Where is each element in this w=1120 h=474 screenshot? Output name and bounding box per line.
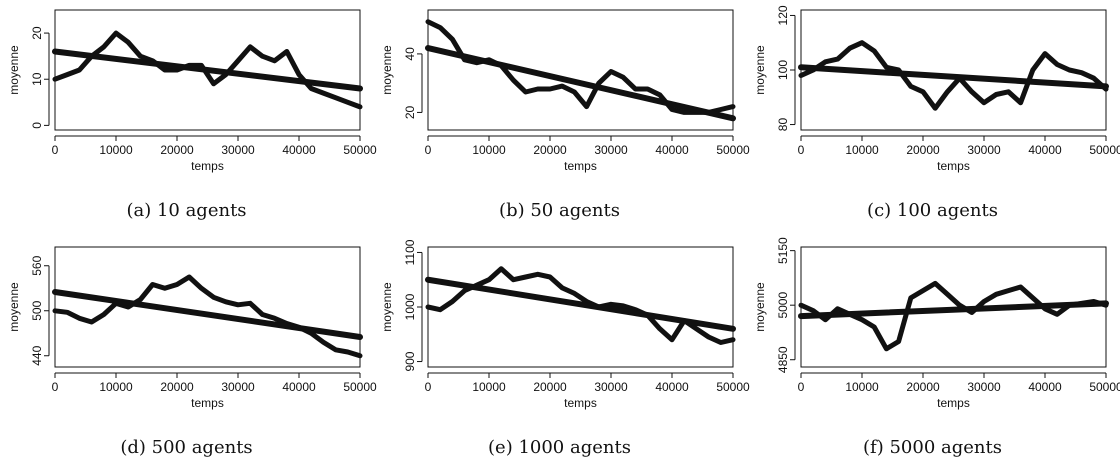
y-tick-label: 0: [30, 122, 44, 129]
x-tick-label: 50000: [343, 143, 377, 157]
y-tick-label: 560: [30, 255, 44, 275]
trend-line: [425, 45, 736, 122]
y-tick-label: 20: [30, 26, 44, 40]
y-axis-label: moyenne: [380, 282, 394, 332]
x-axis-label: temps: [937, 396, 970, 410]
subfigure-caption: (e) 1000 agents: [488, 437, 631, 458]
x-tick-label: 10000: [99, 380, 133, 394]
x-axis-label: temps: [937, 159, 970, 173]
x-tick-label: 50000: [716, 143, 750, 157]
y-axis-label: moyenne: [380, 45, 394, 95]
x-tick-label: 50000: [1089, 380, 1120, 394]
x-tick-label: 40000: [655, 143, 689, 157]
chart-panel: 0 10000 20000 30000 40000 50000 0 10 20 temps moye…: [0, 0, 377, 237]
x-tick-label: 20000: [160, 380, 194, 394]
data-series: [425, 19, 736, 115]
trend-line: [798, 300, 1109, 320]
x-tick-label: 20000: [533, 380, 567, 394]
x-tick-label: 0: [52, 143, 59, 157]
x-tick-label: 10000: [472, 143, 506, 157]
x-tick-label: 20000: [533, 143, 567, 157]
x-tick-label: 50000: [343, 380, 377, 394]
x-tick-label: 0: [798, 380, 805, 394]
y-tick-label: 80: [776, 118, 790, 132]
data-series: [425, 266, 736, 345]
x-axis-label: temps: [191, 396, 224, 410]
trend-line: [52, 289, 363, 340]
trend-line: [798, 64, 1109, 90]
x-tick-label: 40000: [1028, 143, 1062, 157]
x-axis-label: temps: [564, 396, 597, 410]
plot-frame: [427, 9, 734, 131]
x-tick-label: 30000: [967, 143, 1001, 157]
y-tick-label: 1100: [403, 239, 417, 265]
x-tick-label: 20000: [906, 380, 940, 394]
chart-svg: 0 10000 20000 30000 40000 50000 900 1000 1100 tem…: [380, 239, 750, 410]
x-tick-label: 10000: [472, 380, 506, 394]
x-axis-label: temps: [191, 159, 224, 173]
subfigure-caption: (d) 500 agents: [120, 437, 253, 458]
subfigure-caption: (b) 50 agents: [499, 200, 620, 221]
chart-panel: 0 10000 20000 30000 40000 50000 900 1000 1100 tem…: [373, 237, 750, 474]
x-tick-label: 0: [798, 143, 805, 157]
x-tick-label: 0: [52, 380, 59, 394]
y-axis-label: moyenne: [753, 282, 767, 332]
x-tick-label: 40000: [655, 380, 689, 394]
subfigure-caption: (f) 5000 agents: [863, 437, 1002, 458]
x-tick-label: 0: [425, 143, 432, 157]
subfigure-caption: (c) 100 agents: [867, 200, 998, 221]
x-tick-label: 50000: [716, 380, 750, 394]
x-tick-label: 20000: [906, 143, 940, 157]
data-series: [52, 30, 363, 110]
y-tick-label: 5150: [776, 237, 790, 264]
x-tick-label: 30000: [967, 380, 1001, 394]
x-tick-label: 40000: [282, 380, 316, 394]
x-tick-label: 20000: [160, 143, 194, 157]
trend-line: [425, 276, 736, 332]
y-tick-label: 120: [776, 5, 790, 25]
x-tick-label: 10000: [99, 143, 133, 157]
chart-svg: 0 10000 20000 30000 40000 50000 4850 5000 5150 te…: [753, 237, 1120, 410]
x-tick-label: 40000: [282, 143, 316, 157]
chart-panel: 0 10000 20000 30000 40000 50000 4850 5000 5150 te…: [746, 237, 1120, 474]
y-tick-label: 5000: [776, 292, 790, 319]
chart-svg: 0 10000 20000 30000 40000 50000 80 100 120 temps m…: [753, 5, 1120, 173]
plot-frame: [54, 9, 361, 131]
x-tick-label: 50000: [1089, 143, 1120, 157]
chart-panel: 0 10000 20000 30000 40000 50000 20 40 temps moyen…: [373, 0, 750, 237]
y-tick-label: 20: [403, 105, 417, 119]
chart-panel: 0 10000 20000 30000 40000 50000 440 500 560 temps…: [0, 237, 377, 474]
y-tick-label: 100: [776, 60, 790, 80]
y-tick-label: 10: [30, 72, 44, 86]
x-tick-label: 0: [425, 380, 432, 394]
chart-svg: 0 10000 20000 30000 40000 50000 0 10 20 temps moye…: [7, 9, 377, 173]
subfigure-caption: (a) 10 agents: [126, 200, 247, 221]
x-axis-label: temps: [564, 159, 597, 173]
x-tick-label: 10000: [845, 380, 879, 394]
y-axis-label: moyenne: [753, 45, 767, 95]
plot-frame: [54, 246, 361, 368]
y-axis-label: moyenne: [7, 282, 21, 332]
chart-svg: 0 10000 20000 30000 40000 50000 20 40 temps moyen…: [380, 9, 750, 173]
y-tick-label: 900: [403, 351, 417, 371]
x-tick-label: 10000: [845, 143, 879, 157]
x-tick-label: 30000: [221, 143, 255, 157]
y-tick-label: 4850: [776, 346, 790, 373]
chart-svg: 0 10000 20000 30000 40000 50000 440 500 560 temps…: [7, 246, 377, 410]
trend-line: [52, 48, 363, 92]
x-tick-label: 30000: [594, 380, 628, 394]
y-tick-label: 1000: [403, 293, 417, 320]
x-tick-label: 40000: [1028, 380, 1062, 394]
x-tick-label: 30000: [221, 380, 255, 394]
chart-panel: 0 10000 20000 30000 40000 50000 80 100 120 temps m…: [746, 0, 1120, 237]
y-axis-label: moyenne: [7, 45, 21, 95]
y-tick-label: 440: [30, 345, 44, 365]
y-tick-label: 500: [30, 300, 44, 320]
x-tick-label: 30000: [594, 143, 628, 157]
y-tick-label: 40: [403, 47, 417, 61]
data-series: [798, 40, 1109, 111]
